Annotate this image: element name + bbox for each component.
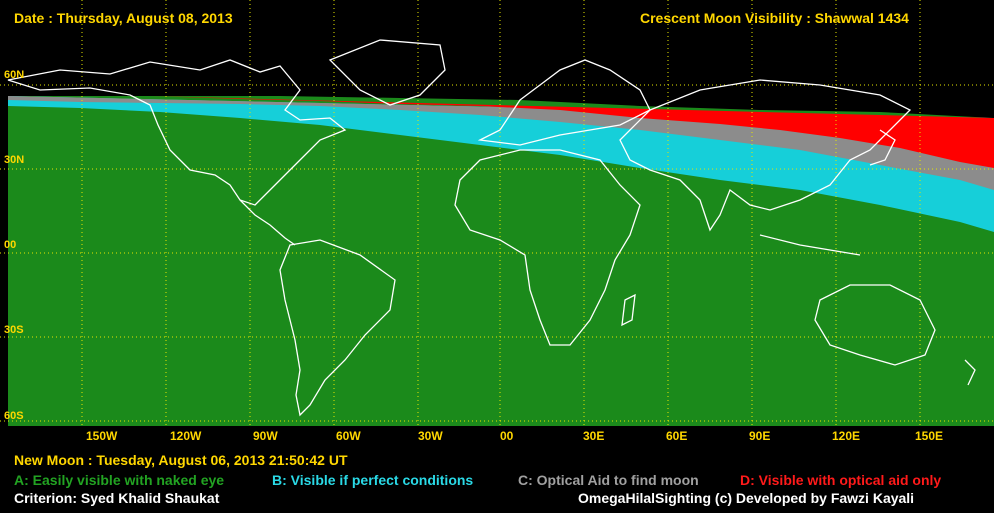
lon-label: 60E <box>666 429 688 443</box>
lat-label: 60S <box>4 410 24 422</box>
lon-label: 150W <box>86 429 118 443</box>
coastlines <box>7 39 976 417</box>
no-visibility-area <box>0 0 994 118</box>
date-label: Date : Thursday, August 08, 2013 <box>14 10 233 26</box>
lon-label: 60W <box>336 429 361 443</box>
lon-label: 150E <box>915 429 944 443</box>
new-moon-label: New Moon : Tuesday, August 06, 2013 21:5… <box>14 452 348 468</box>
lat-label: 30S <box>4 324 24 336</box>
legend-d: D: Visible with optical aid only <box>740 472 942 488</box>
lon-label: 00 <box>500 429 514 443</box>
grid-lines <box>0 0 994 426</box>
legend-a: A: Easily visible with naked eye <box>14 472 225 488</box>
lon-label: 90E <box>749 429 771 443</box>
lat-label: 30N <box>4 154 25 166</box>
map-title: Crescent Moon Visibility : Shawwal 1434 <box>640 10 909 26</box>
criterion-label: Criterion: Syed Khalid Shaukat <box>14 490 220 506</box>
credit-label: OmegaHilalSighting (c) Developed by Fawz… <box>578 490 915 506</box>
zone-d-area <box>150 96 994 168</box>
lon-label: 30E <box>583 429 605 443</box>
lon-label: 120W <box>170 429 202 443</box>
lat-label: 60N <box>4 69 25 81</box>
lat-label: 00 <box>4 239 17 251</box>
lon-label: 30W <box>418 429 443 443</box>
lon-label: 120E <box>832 429 861 443</box>
legend-c: C: Optical Aid to find moon <box>518 472 699 488</box>
legend-b: B: Visible if perfect conditions <box>272 472 474 488</box>
lon-label: 90W <box>253 429 278 443</box>
